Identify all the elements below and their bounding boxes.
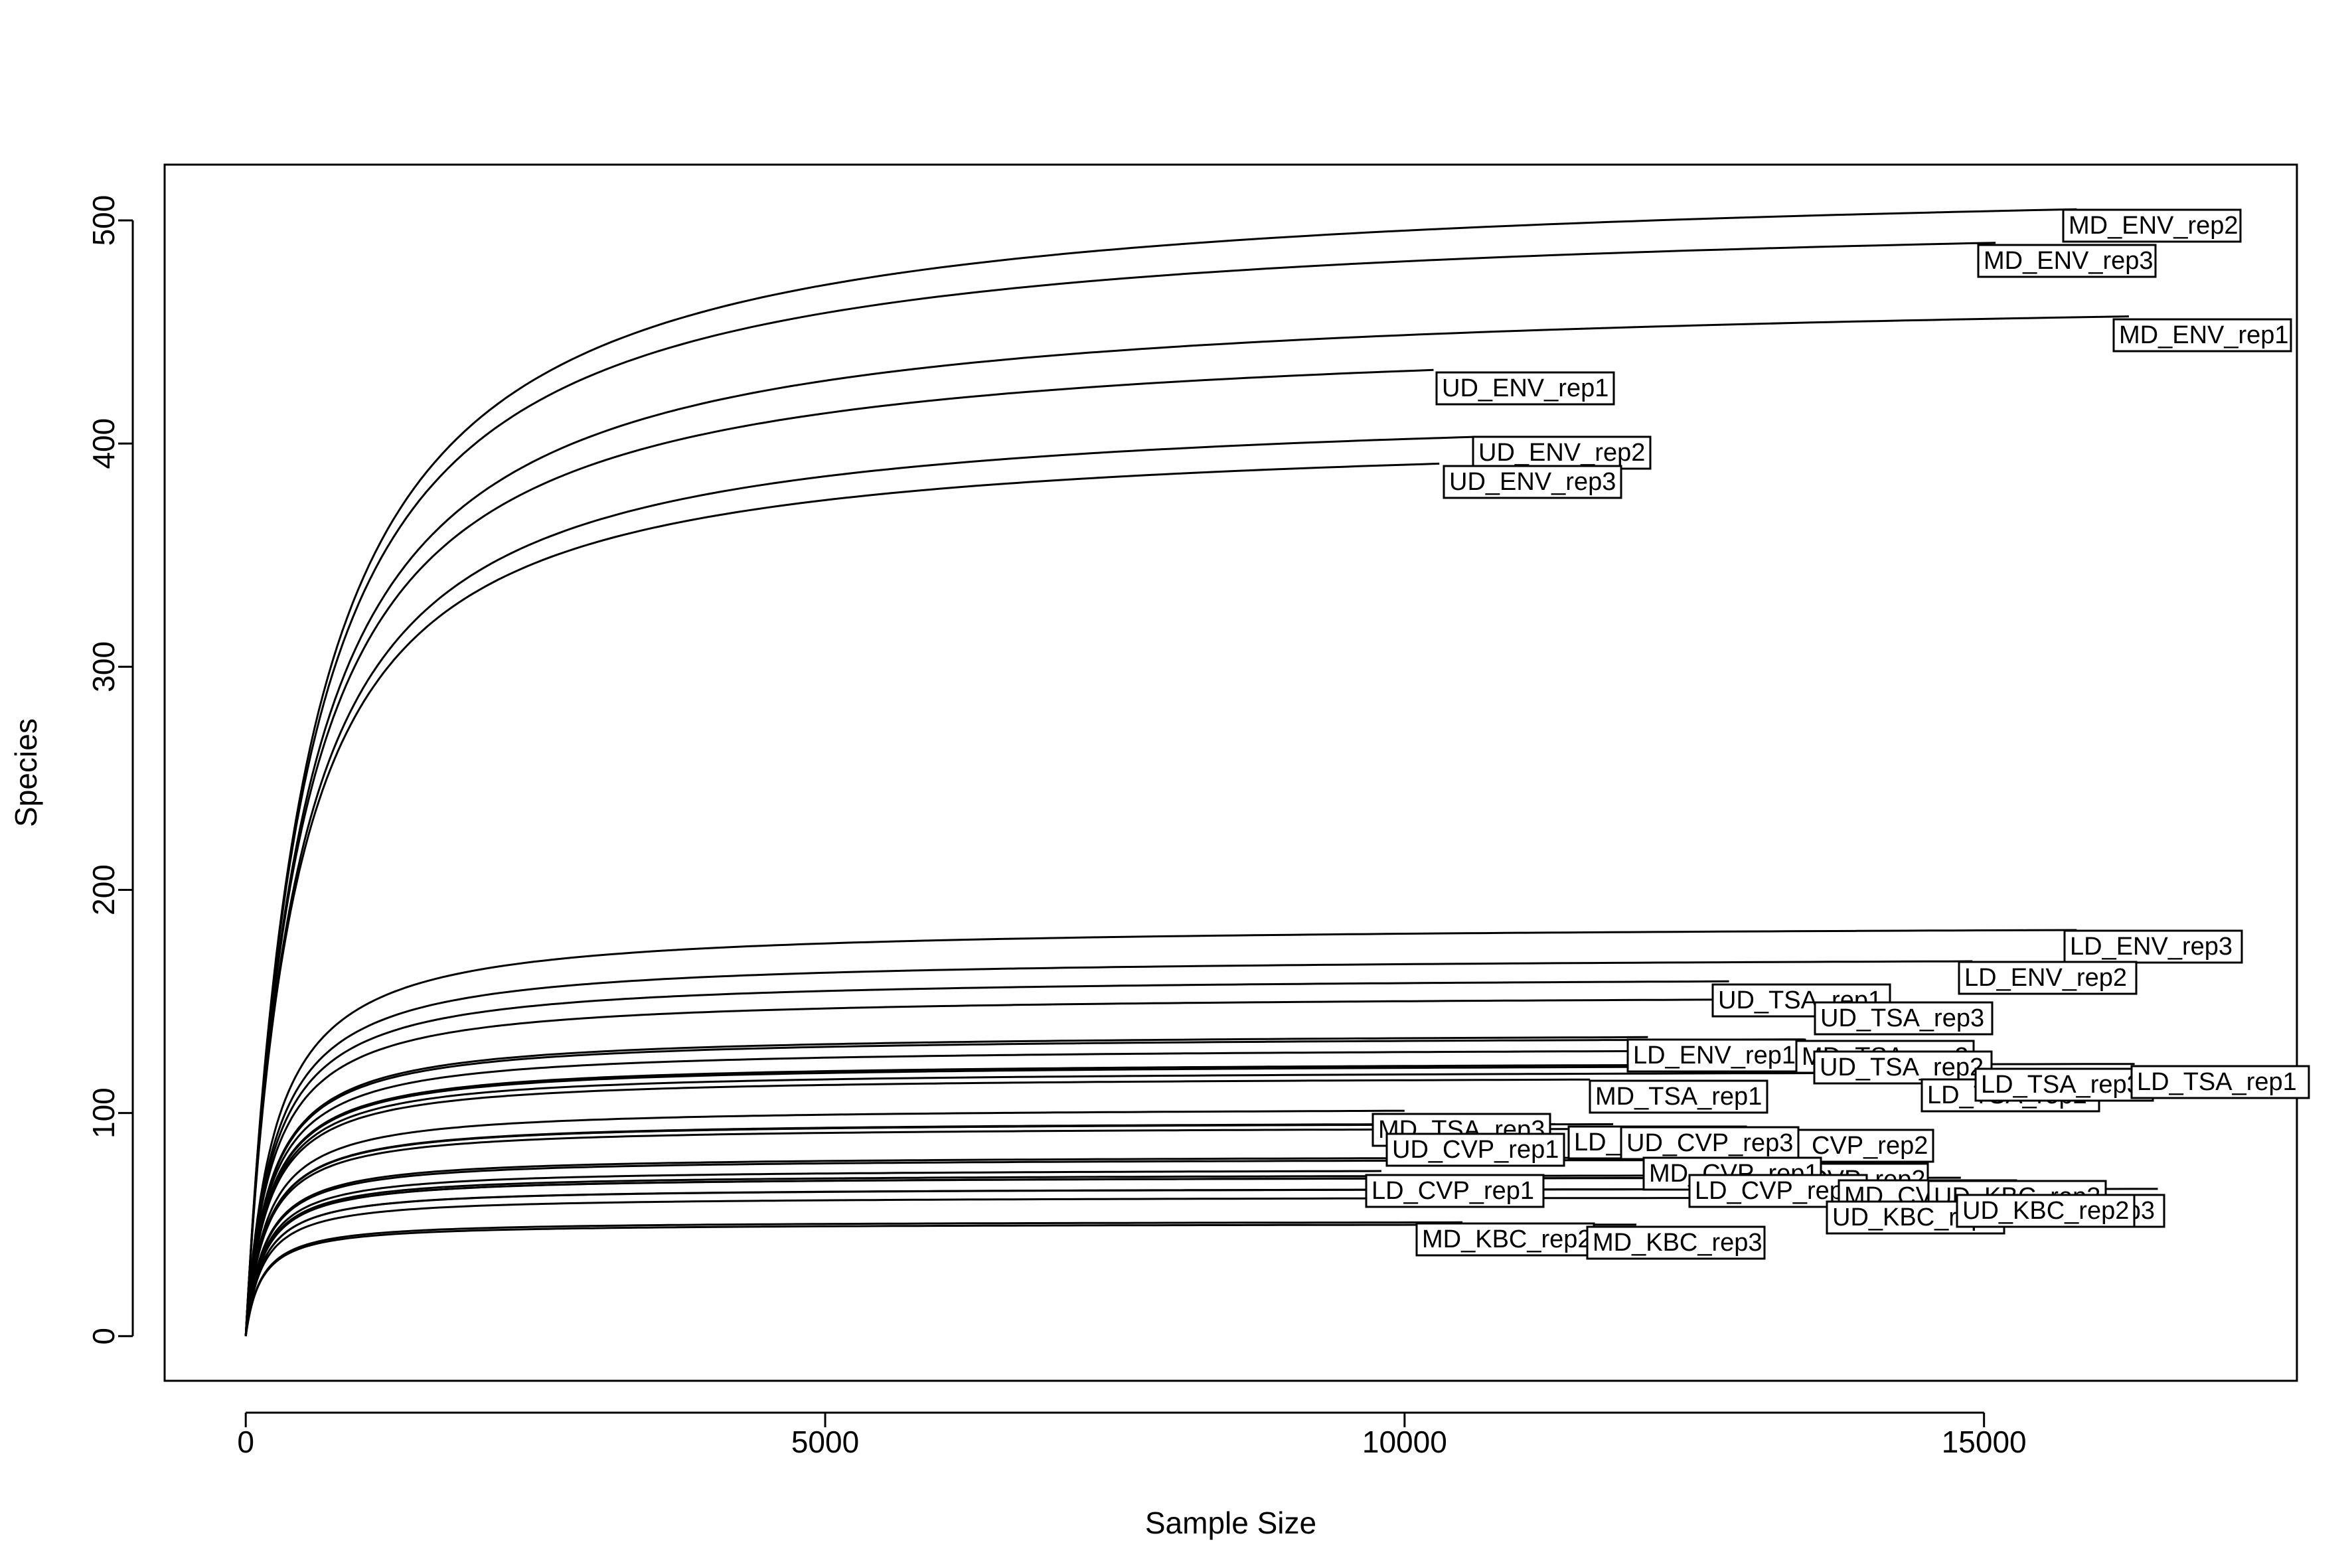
x-axis: 0 5000 10000 15000 bbox=[237, 1411, 2027, 1459]
rarefaction-curve bbox=[244, 242, 1996, 1336]
curve-label: LD_CVP_rep3 bbox=[1695, 1177, 1857, 1205]
rarefaction-curve bbox=[244, 1221, 1463, 1336]
curve-label: UD_CVP_rep3 bbox=[1626, 1129, 1793, 1157]
y-tick-label: 300 bbox=[86, 641, 121, 692]
curve-label-box bbox=[1977, 244, 2157, 278]
curve-label: UD_KBC_rep2 bbox=[1962, 1197, 2129, 1225]
y-tick-label: 100 bbox=[86, 1087, 121, 1138]
rarefaction-curve bbox=[244, 1038, 1805, 1336]
curve-label: UD_ENV_rep1 bbox=[1442, 374, 1608, 402]
rarefaction-curve bbox=[244, 1050, 1834, 1336]
y-tick-label: 0 bbox=[86, 1328, 121, 1345]
rarefaction-curve bbox=[244, 1223, 1636, 1336]
rarefaction-curve bbox=[244, 980, 1729, 1336]
curve-label: LD_TSA_rep3 bbox=[1981, 1071, 2141, 1099]
x-tick-label: 0 bbox=[237, 1425, 254, 1459]
curve-label: UD_ENV_rep2 bbox=[1478, 439, 1645, 467]
rarefaction-curve bbox=[244, 1063, 2135, 1336]
curve-label-box bbox=[1365, 1174, 1545, 1208]
curve-label-box bbox=[1443, 465, 1622, 499]
rarefaction-curve bbox=[244, 998, 1834, 1336]
rarefaction-curve bbox=[244, 1196, 1834, 1336]
y-tick-label: 200 bbox=[86, 864, 121, 915]
curve-label-box bbox=[1814, 1001, 1994, 1036]
curves-layer bbox=[244, 208, 2158, 1336]
curve-label: MD_ENV_rep2 bbox=[2069, 212, 2238, 240]
curve-label-box bbox=[1435, 371, 1615, 406]
plot-frame bbox=[163, 163, 2298, 1382]
rarefaction-curve bbox=[244, 929, 2077, 1336]
curve-label: UD_CVP_rep1 bbox=[1392, 1136, 1559, 1164]
curve-label-box bbox=[2062, 208, 2242, 243]
rarefaction-curve bbox=[244, 960, 1973, 1336]
curve-label: LD_CVP_rep1 bbox=[1372, 1177, 1534, 1205]
rarefaction-curve bbox=[244, 1170, 1381, 1336]
rarefaction-curve bbox=[244, 1078, 1591, 1336]
curve-label: UD_TSA_rep3 bbox=[1820, 1004, 1984, 1032]
rarefaction-curve bbox=[244, 1071, 1938, 1336]
curve-label: MD_ENV_rep3 bbox=[1984, 247, 2154, 275]
rarefaction-curve bbox=[244, 1158, 1845, 1336]
curve-label-box bbox=[2112, 318, 2292, 353]
curve-labels-layer: MD_ENV_rep2 MD_ENV_rep3 MD_ENV_rep1 UD_ENV_… bbox=[1365, 208, 2310, 1260]
curve-label: MD_ENV_rep1 bbox=[2119, 321, 2289, 349]
rarefaction-curve bbox=[244, 368, 1434, 1336]
curve-label: MD_KBC_rep2 bbox=[1422, 1225, 1592, 1253]
curve-label: MD_TSA_rep1 bbox=[1595, 1083, 1762, 1111]
y-tick-label: 400 bbox=[86, 418, 121, 469]
curve-label: UD_ENV_rep3 bbox=[1449, 468, 1616, 496]
curve-label-box bbox=[1813, 1050, 1993, 1085]
curve-label: LD_ENV_rep1 bbox=[1633, 1042, 1796, 1069]
rarefaction-curve bbox=[244, 1188, 2019, 1336]
curve-label-box bbox=[1385, 1133, 1565, 1167]
x-tick-label: 10000 bbox=[1362, 1425, 1447, 1459]
rarefaction-curve bbox=[244, 1109, 1405, 1336]
rarefaction-curve bbox=[244, 462, 1440, 1336]
x-axis-title: Sample Size bbox=[1145, 1506, 1316, 1540]
x-tick-label: 5000 bbox=[791, 1425, 859, 1459]
y-axis: 0 100 200 300 400 500 bbox=[86, 195, 134, 1345]
y-axis-title: Species bbox=[9, 718, 43, 827]
curve-label-box bbox=[1620, 1126, 1800, 1160]
curve-label-box bbox=[1589, 1079, 1768, 1114]
y-tick-label: 500 bbox=[86, 195, 121, 246]
curve-label-box bbox=[1586, 1225, 1766, 1260]
curve-label-box bbox=[1415, 1222, 1595, 1257]
rarefaction-curve bbox=[244, 1127, 1741, 1336]
curve-label-box bbox=[2063, 929, 2243, 964]
curve-label: MD_KBC_rep3 bbox=[1593, 1229, 1763, 1257]
curve-label: LD_ENV_rep3 bbox=[2070, 933, 2233, 961]
curve-label: UD_TSA_rep2 bbox=[1820, 1054, 1984, 1081]
curve-label-box bbox=[2130, 1065, 2310, 1099]
curve-label-box bbox=[1958, 961, 2138, 995]
curve-label-box bbox=[1974, 1067, 2154, 1102]
curve-label-box bbox=[1472, 435, 1652, 470]
curve-label-box bbox=[1956, 1194, 2136, 1228]
x-tick-label: 15000 bbox=[1942, 1425, 2027, 1459]
curve-label: LD_ENV_rep2 bbox=[1964, 964, 2127, 992]
curve-label: LD_TSA_rep1 bbox=[2137, 1068, 2297, 1096]
